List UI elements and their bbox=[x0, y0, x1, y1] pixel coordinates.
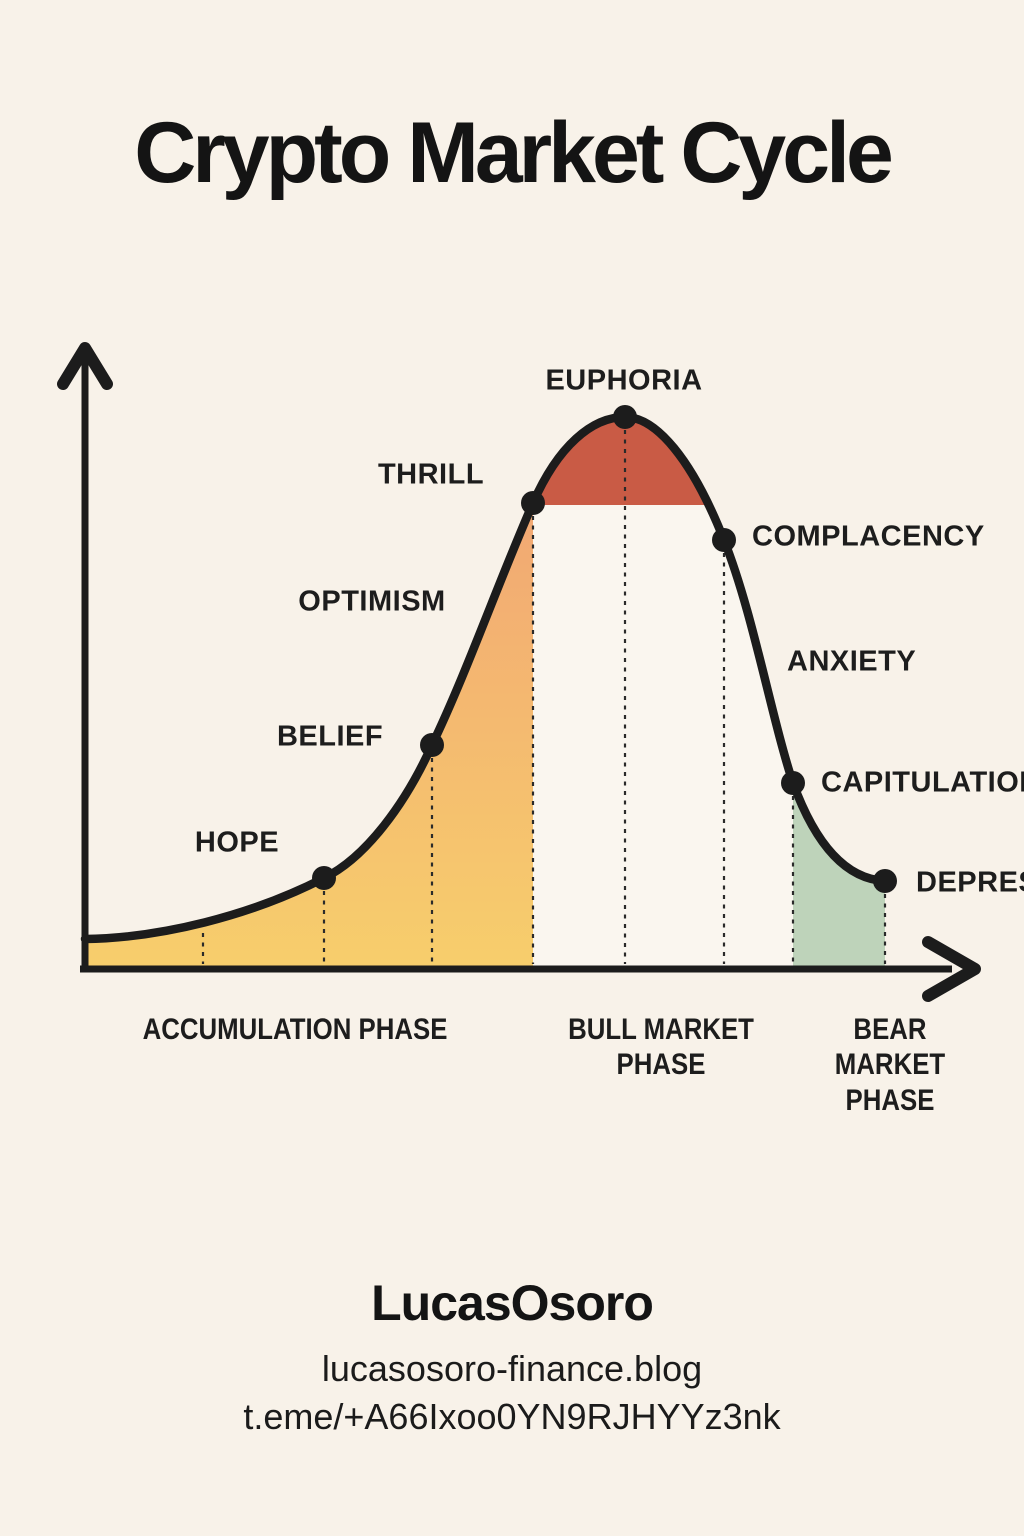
stage-label-optimism: OPTIMISM bbox=[298, 585, 446, 618]
phase-label-bull-market: BULL MARKET PHASE bbox=[536, 1012, 786, 1083]
y-axis bbox=[57, 342, 113, 972]
stage-label-complacency: COMPLACENCY bbox=[752, 520, 985, 553]
accumulation-phase-fill bbox=[85, 503, 533, 966]
stage-label-depression: DEPRESSION bbox=[916, 866, 1024, 899]
belief-dot bbox=[420, 733, 444, 757]
website-url: lucasosoro-finance.blog bbox=[321, 1348, 703, 1389]
stage-label-hope: HOPE bbox=[194, 826, 280, 859]
hope-dot bbox=[312, 866, 336, 890]
phase-label-bear-market: BEAR MARKET PHASE bbox=[815, 1012, 965, 1118]
bear-phase-fill bbox=[793, 783, 885, 966]
droplines bbox=[201, 430, 887, 964]
depression-dot bbox=[873, 869, 897, 893]
phase-label-bull-market-text: BULL MARKET PHASE bbox=[568, 1013, 754, 1082]
capitulation-dot bbox=[781, 771, 805, 795]
stage-label-anxiety: ANXIETY bbox=[787, 645, 917, 678]
y-axis-arrow bbox=[57, 342, 113, 390]
stage-label-euphoria: EUPHORIA bbox=[545, 364, 703, 397]
euphoria-dot bbox=[613, 405, 637, 429]
stage-dots bbox=[312, 405, 897, 893]
phase-label-accumulation: ACCUMULATION PHASE bbox=[118, 1012, 472, 1047]
complacency-dot bbox=[712, 528, 736, 552]
author-name: LucasOsoro bbox=[371, 1275, 654, 1331]
telegram-link: t.eme/+A66Ixoo0YN9RJHYYz3nk bbox=[243, 1396, 781, 1437]
page-title: Crypto Market Cycle bbox=[134, 105, 894, 201]
phase-label-accumulation-text: ACCUMULATION PHASE bbox=[142, 1013, 448, 1046]
x-axis-arrow bbox=[922, 936, 981, 1002]
stage-label-capitulation: CAPITULATION bbox=[821, 766, 1024, 799]
stage-label-belief: BELIEF bbox=[276, 720, 384, 753]
stage-label-thrill: THRILL bbox=[377, 458, 485, 491]
x-axis bbox=[80, 936, 981, 1002]
phase-label-bear-market-text: BEAR MARKET PHASE bbox=[834, 1013, 946, 1117]
thrill-dot bbox=[521, 491, 545, 515]
